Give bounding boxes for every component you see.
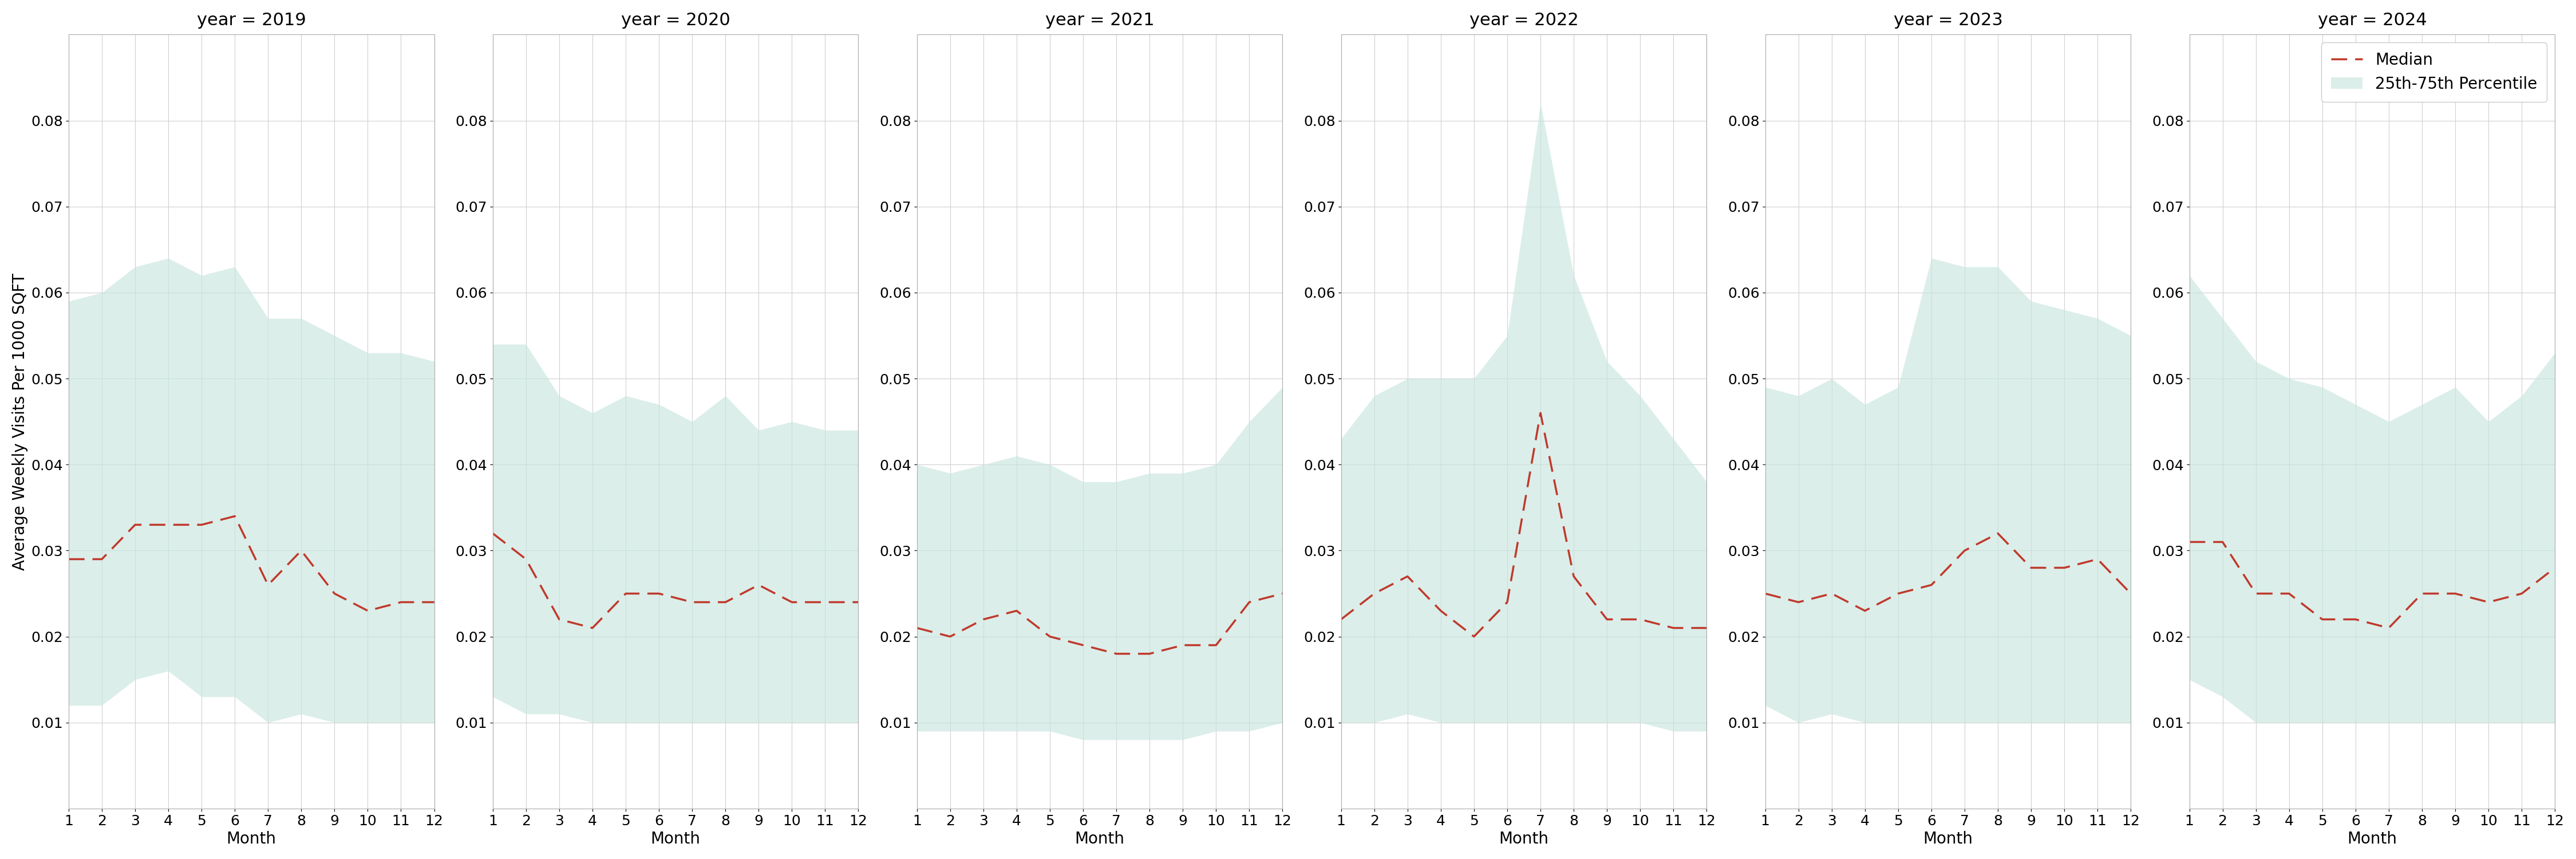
- Legend: Median, 25th-75th Percentile: Median, 25th-75th Percentile: [2321, 43, 2548, 101]
- X-axis label: Month: Month: [227, 831, 276, 847]
- Y-axis label: Average Weekly Visits Per 1000 SQFT: Average Weekly Visits Per 1000 SQFT: [13, 273, 28, 570]
- X-axis label: Month: Month: [1499, 831, 1548, 847]
- X-axis label: Month: Month: [1074, 831, 1126, 847]
- Title: year = 2019: year = 2019: [196, 12, 307, 28]
- Title: year = 2020: year = 2020: [621, 12, 729, 28]
- Title: year = 2023: year = 2023: [1893, 12, 2002, 28]
- X-axis label: Month: Month: [2347, 831, 2398, 847]
- Title: year = 2021: year = 2021: [1046, 12, 1154, 28]
- Title: year = 2022: year = 2022: [1468, 12, 1579, 28]
- X-axis label: Month: Month: [1924, 831, 1973, 847]
- X-axis label: Month: Month: [652, 831, 701, 847]
- Title: year = 2024: year = 2024: [2318, 12, 2427, 28]
